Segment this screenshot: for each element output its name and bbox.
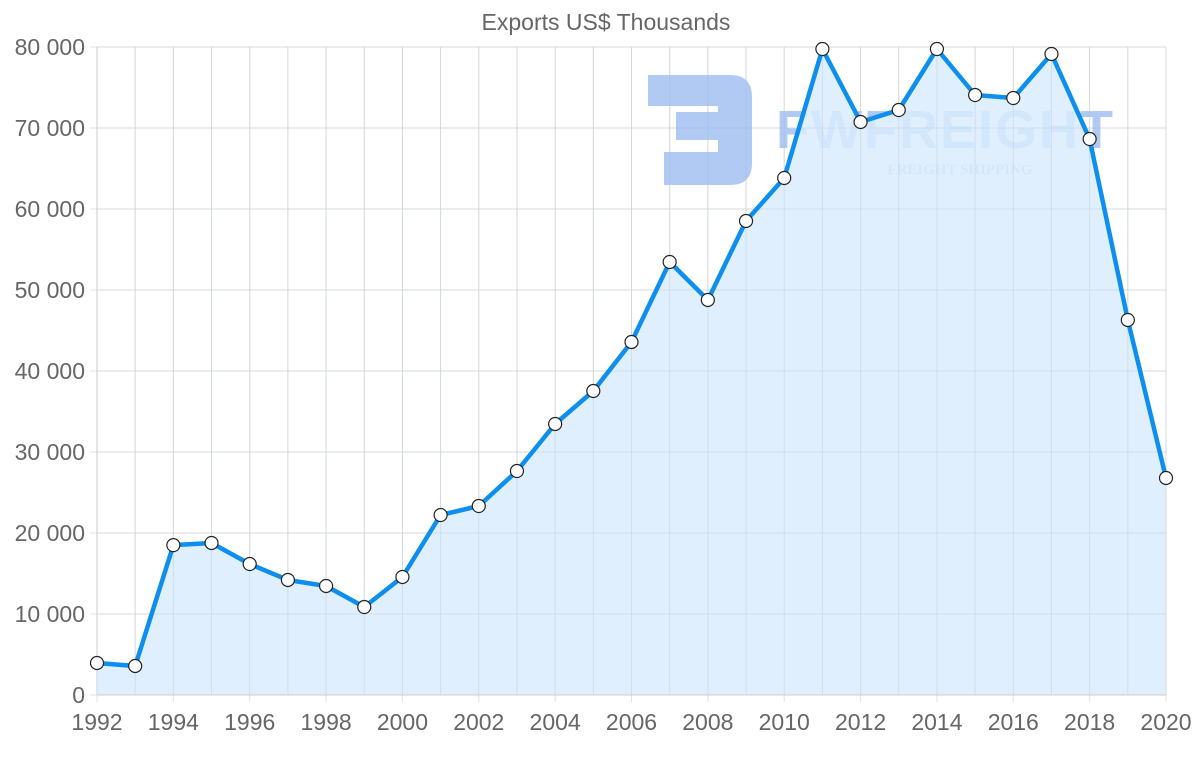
data-point[interactable]: [1120, 312, 1135, 328]
data-point[interactable]: [1158, 470, 1174, 486]
data-point[interactable]: [166, 538, 181, 553]
data-point[interactable]: [242, 556, 257, 572]
x-tick-label: 2010: [759, 709, 810, 735]
data-point[interactable]: [815, 41, 830, 57]
x-axis: 1992 1994 1996 1998 2000 2002 2004 2006 2008 2010…: [71, 709, 1191, 735]
data-point[interactable]: [1006, 90, 1021, 106]
y-tick-label: 20 000: [15, 520, 85, 546]
x-tick-label: 2008: [682, 709, 733, 735]
chart-title: Exports US$ Thousands: [482, 9, 731, 35]
grid-overlay: [96, 46, 1167, 696]
data-point[interactable]: [853, 114, 868, 130]
x-tick-label: 2016: [988, 709, 1039, 735]
data-point[interactable]: [548, 416, 563, 432]
x-tick-label: 1992: [71, 709, 122, 735]
y-tick-label: 50 000: [15, 277, 85, 303]
y-tick-label: 0: [72, 682, 85, 708]
series-markers: [89, 41, 1174, 674]
data-point[interactable]: [777, 170, 792, 186]
y-tick-label: 30 000: [15, 439, 85, 465]
data-point[interactable]: [280, 572, 295, 588]
y-tick-label: 40 000: [15, 358, 85, 384]
data-point[interactable]: [968, 87, 983, 103]
data-point[interactable]: [357, 599, 372, 615]
x-tick-label: 2014: [911, 709, 962, 735]
data-point[interactable]: [1044, 46, 1059, 62]
data-point[interactable]: [89, 655, 105, 671]
y-tick-label: 80 000: [15, 34, 85, 60]
data-point[interactable]: [662, 254, 677, 270]
x-tick-label: 2006: [606, 709, 657, 735]
y-tick-label: 70 000: [15, 115, 85, 141]
x-tick-label: 2020: [1140, 709, 1191, 735]
data-point[interactable]: [433, 507, 448, 523]
y-axis: 0 10 000 20 000 30 000 40 000 50 000 60 000 70 …: [15, 34, 85, 708]
x-tick-label: 2002: [453, 709, 504, 735]
data-point[interactable]: [204, 535, 219, 551]
data-point[interactable]: [586, 383, 601, 399]
data-point[interactable]: [471, 498, 486, 514]
data-point[interactable]: [891, 102, 906, 118]
logo-icon: [648, 75, 752, 185]
data-point[interactable]: [395, 569, 410, 585]
data-point[interactable]: [1082, 131, 1097, 147]
data-point[interactable]: [738, 213, 754, 229]
x-tick-label: 1996: [224, 709, 275, 735]
y-tick-label: 60 000: [15, 196, 85, 222]
data-point[interactable]: [929, 41, 945, 57]
x-tick-label: 1998: [300, 709, 351, 735]
data-point[interactable]: [700, 292, 715, 308]
x-tick-label: 2000: [377, 709, 428, 735]
data-point[interactable]: [624, 334, 639, 350]
x-tick-label: 2004: [530, 709, 581, 735]
series-area: [97, 49, 1166, 695]
x-tick-label: 1994: [148, 709, 199, 735]
y-tick-label: 10 000: [15, 601, 85, 627]
data-point[interactable]: [509, 463, 525, 479]
x-tick-label: 2018: [1064, 709, 1115, 735]
data-point[interactable]: [318, 578, 334, 594]
x-tick-label: 2012: [835, 709, 886, 735]
data-point[interactable]: [128, 658, 143, 674]
